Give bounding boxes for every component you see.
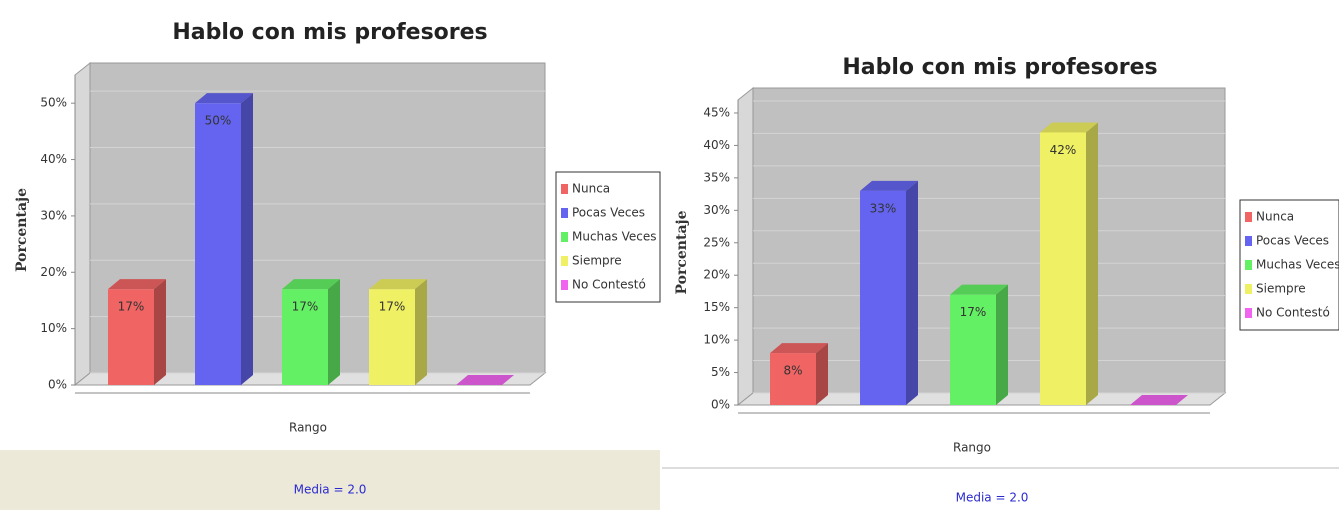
value-label: 42%: [1050, 143, 1077, 157]
legend-label: Nunca: [1256, 210, 1294, 224]
bar-side: [1086, 122, 1098, 405]
y-tick-label: 10%: [703, 333, 730, 347]
legend-swatch: [1245, 308, 1252, 318]
y-tick-label: 20%: [40, 265, 67, 279]
bar: [1040, 132, 1086, 405]
y-tick-label: 25%: [703, 235, 730, 249]
bar-side: [415, 279, 427, 385]
plot-left-wall: [74, 61, 91, 387]
y-tick-label: 0%: [711, 398, 730, 412]
chart-title: Hablo con mis profesores: [172, 20, 487, 45]
bar-top: [950, 284, 1008, 295]
footer-text: Media = 2.0: [956, 491, 1029, 505]
value-label: 17%: [118, 300, 145, 314]
y-tick-label: 10%: [40, 321, 67, 335]
bar-top: [860, 180, 918, 191]
y-axis-label: Porcentaje: [674, 210, 690, 294]
value-label: 8%: [783, 364, 802, 378]
bar-top: [282, 279, 340, 290]
value-label: 17%: [292, 300, 319, 314]
legend-label: No Contestó: [572, 278, 646, 292]
legend-label: Nunca: [572, 182, 610, 196]
legend-label: Muchas Veces: [1256, 258, 1339, 272]
legend-swatch: [1245, 284, 1252, 294]
y-axis-label: Porcentaje: [14, 188, 30, 272]
bar-top: [195, 93, 253, 104]
y-tick-label: 15%: [703, 300, 730, 314]
y-tick-label: 20%: [703, 268, 730, 282]
bar-side: [241, 93, 253, 385]
x-axis-label: Rango: [289, 421, 327, 435]
legend-swatch: [561, 280, 568, 290]
bar: [282, 289, 328, 385]
legend-label: No Contestó: [1256, 306, 1330, 320]
footer-band: [0, 450, 660, 510]
y-tick-label: 40%: [40, 152, 67, 166]
legend-label: Pocas Veces: [1256, 234, 1329, 248]
bar-side: [328, 279, 340, 385]
y-tick-label: 30%: [40, 208, 67, 222]
bar-side: [154, 279, 166, 385]
legend-swatch: [561, 232, 568, 242]
legend-label: Pocas Veces: [572, 206, 645, 220]
bar-top: [369, 279, 427, 290]
bar: [770, 353, 816, 405]
chart-title: Hablo con mis profesores: [842, 55, 1157, 80]
bar-top: [1040, 122, 1098, 133]
legend-swatch: [1245, 212, 1252, 222]
bar-side: [906, 180, 918, 405]
legend-box: [555, 171, 661, 303]
y-tick-label: 45%: [703, 105, 730, 119]
bar-side: [816, 343, 828, 405]
legend-swatch: [561, 184, 568, 194]
y-tick-label: 30%: [703, 203, 730, 217]
legend-label: Siempre: [1256, 282, 1306, 296]
bar-top: [1130, 395, 1188, 405]
y-tick-label: 40%: [703, 138, 730, 152]
legend-box: [1239, 199, 1339, 331]
y-tick-label: 50%: [40, 96, 67, 110]
bar-top: [770, 343, 828, 354]
bar-top: [456, 375, 514, 385]
bar: [195, 103, 241, 385]
bar-top: [108, 279, 166, 290]
x-axis-label: Rango: [953, 441, 991, 455]
value-label: 50%: [205, 114, 232, 128]
bar: [860, 190, 906, 405]
y-tick-label: 35%: [703, 170, 730, 184]
value-label: 17%: [960, 305, 987, 319]
legend-swatch: [561, 256, 568, 266]
legend-label: Siempre: [572, 254, 622, 268]
legend-swatch: [1245, 260, 1252, 270]
value-label: 17%: [379, 300, 406, 314]
bar: [950, 294, 996, 405]
plot-left-wall: [737, 86, 754, 407]
y-tick-label: 5%: [711, 365, 730, 379]
y-tick-label: 0%: [48, 378, 67, 392]
legend-label: Muchas Veces: [572, 230, 656, 244]
legend-swatch: [1245, 236, 1252, 246]
bar: [108, 289, 154, 385]
bar-side: [996, 284, 1008, 405]
value-label: 33%: [870, 201, 897, 215]
legend-swatch: [561, 208, 568, 218]
footer-text: Media = 2.0: [294, 483, 367, 497]
bar: [369, 289, 415, 385]
